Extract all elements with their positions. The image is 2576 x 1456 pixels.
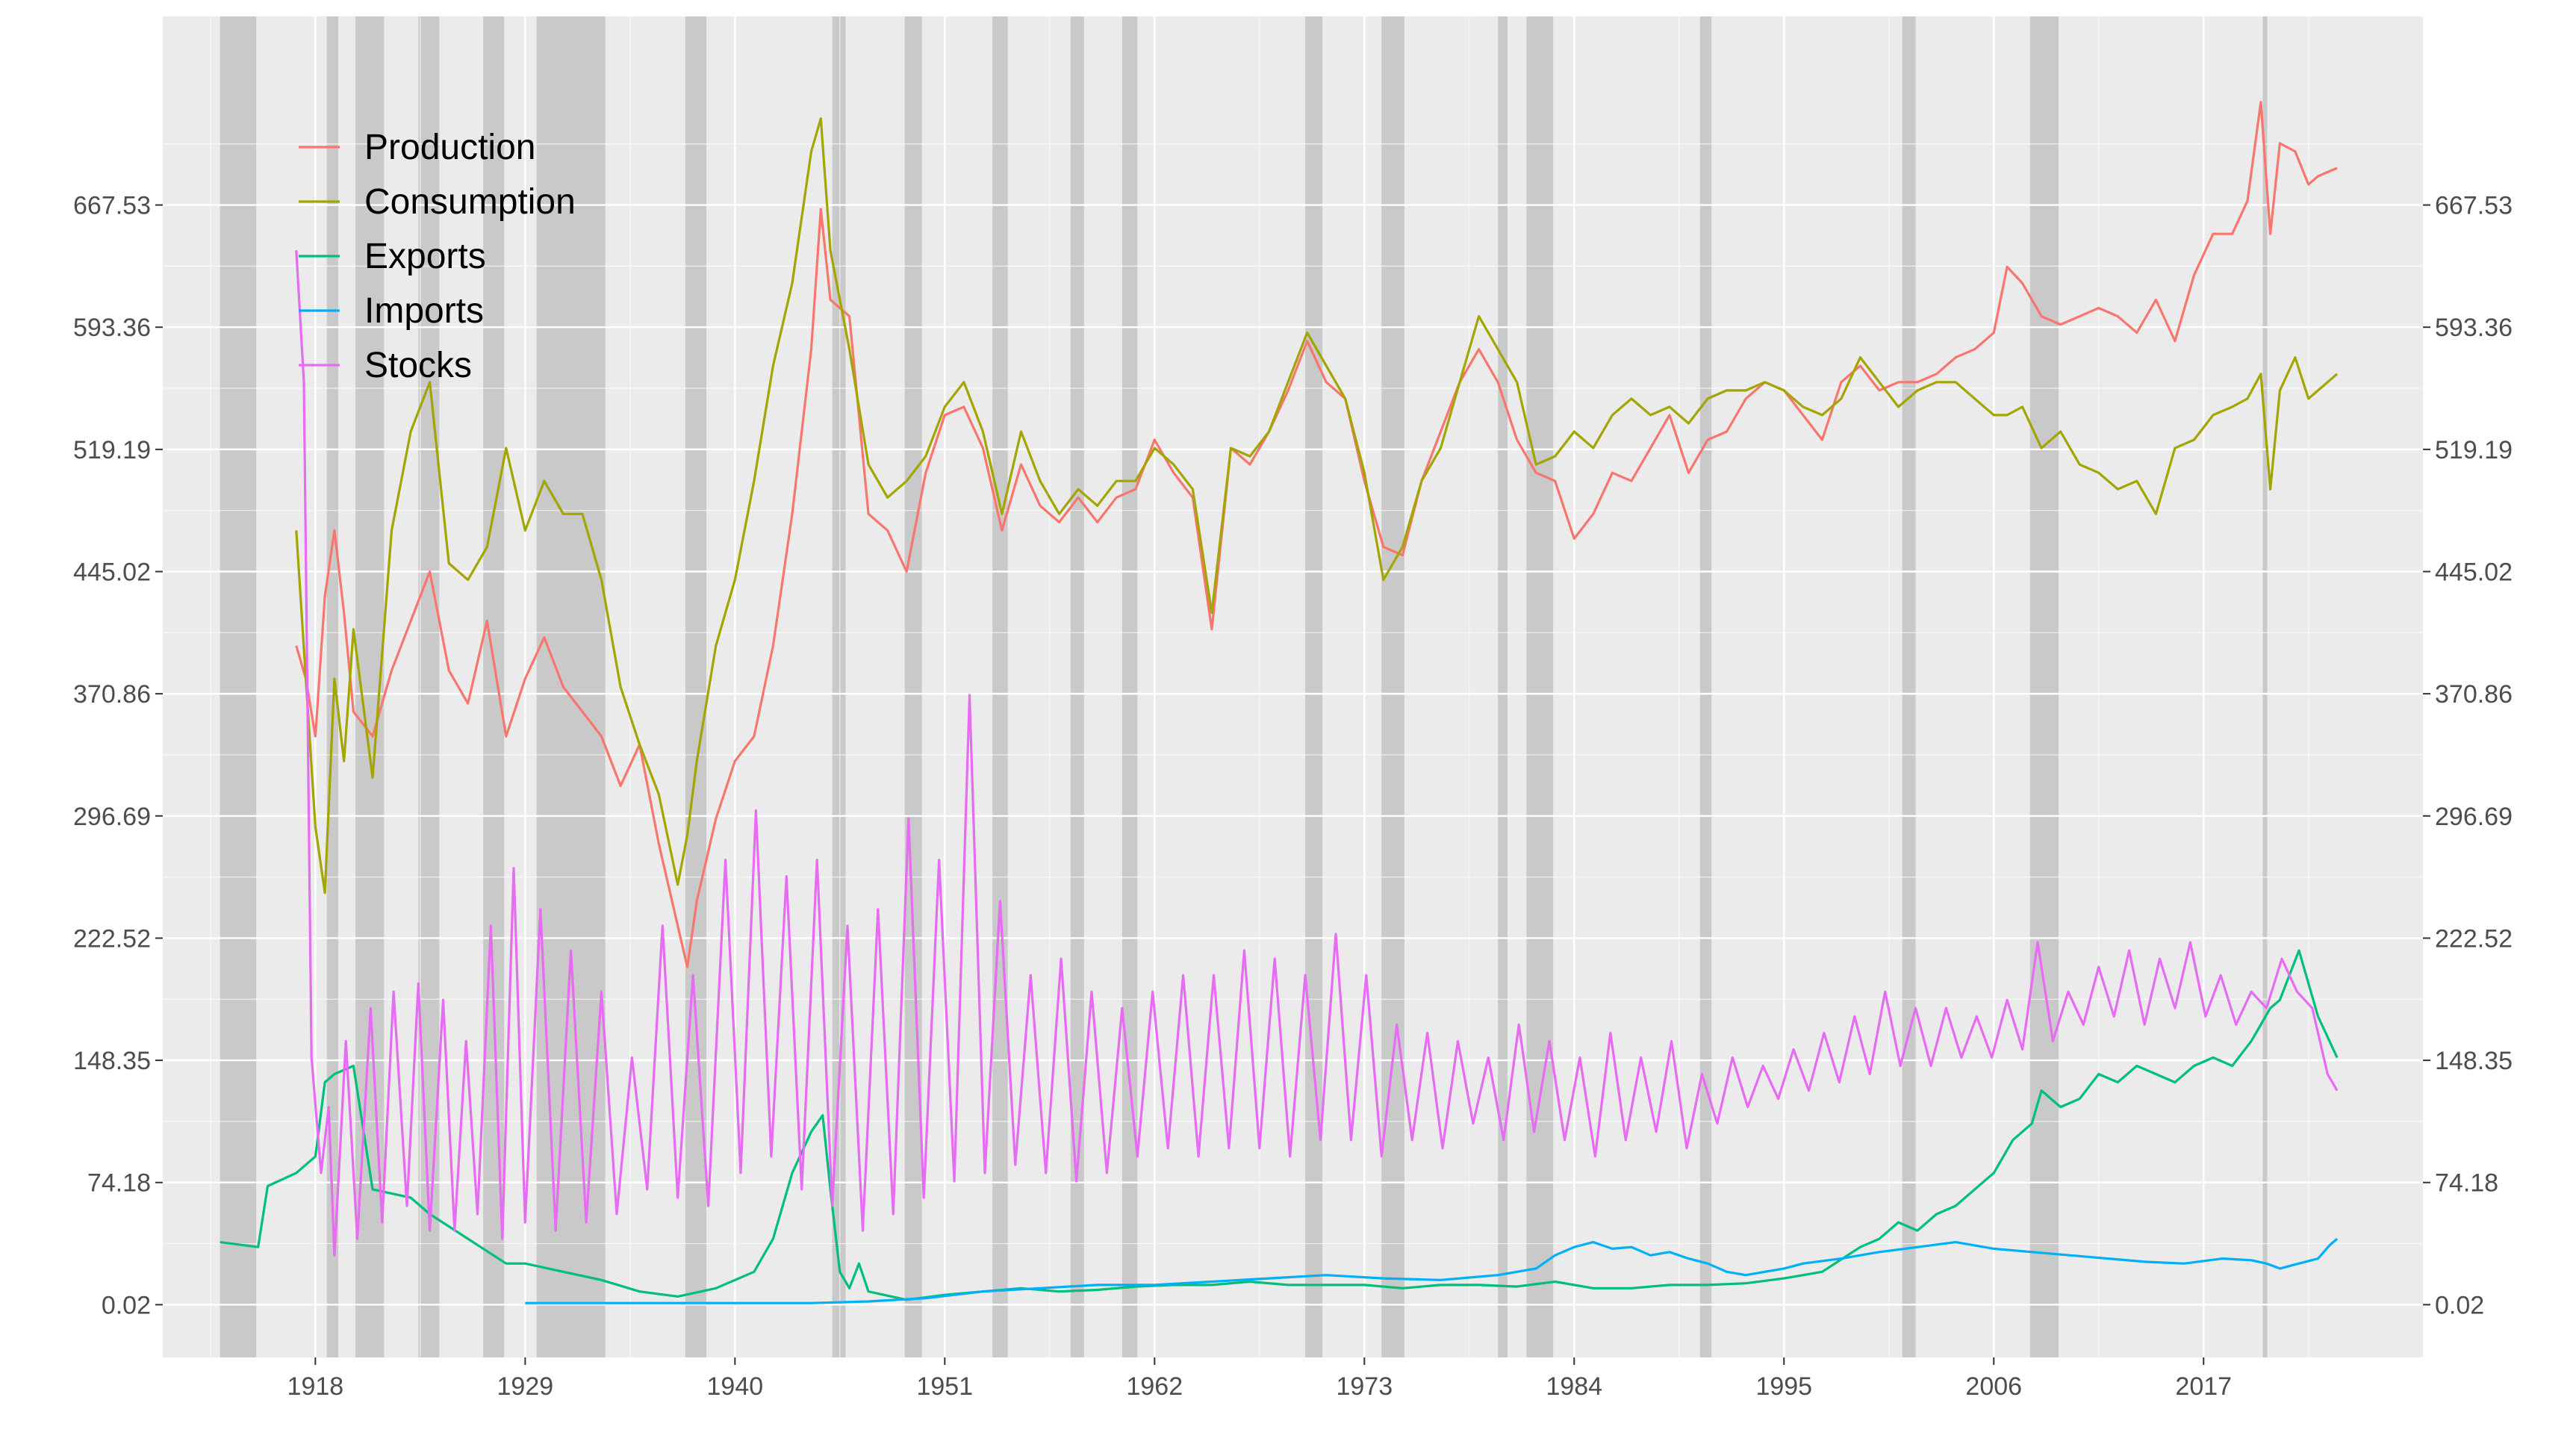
y-tick-label-right: 519.19 — [2435, 436, 2513, 464]
y-tick-label-left: 74.18 — [87, 1169, 151, 1198]
x-tick-label: 1929 — [497, 1372, 554, 1401]
legend-label-exports: Exports — [364, 237, 486, 276]
x-tick-label: 1995 — [1755, 1372, 1812, 1401]
legend-label-production: Production — [364, 128, 535, 167]
y-tick-label-right: 667.53 — [2435, 192, 2513, 220]
series-line-consumption — [295, 117, 2339, 895]
recession-band — [1526, 16, 1554, 1357]
recession-band — [483, 16, 505, 1357]
recession-band — [1070, 16, 1084, 1357]
y-tick-label-left: 370.86 — [73, 680, 151, 709]
x-tick-label: 2017 — [2175, 1372, 2232, 1401]
series-line-exports — [220, 949, 2339, 1301]
legend-label-stocks: Stocks — [364, 346, 472, 385]
recession-band — [904, 16, 922, 1357]
legend-label-imports: Imports — [364, 291, 484, 331]
legend-label-consumption: Consumption — [364, 182, 576, 222]
recession-band — [1305, 16, 1323, 1357]
recession-bands — [220, 16, 2268, 1357]
y-tick-label-right: 74.18 — [2435, 1169, 2498, 1198]
y-tick-label-left: 148.35 — [73, 1047, 151, 1075]
axes: 0.02 0.02 74.18 74.18 148.35 148.35 222.52 222.… — [73, 192, 2513, 1401]
recession-band — [326, 16, 339, 1357]
y-tick-label-right: 593.36 — [2435, 314, 2513, 342]
y-tick-label-right: 296.69 — [2435, 803, 2513, 831]
x-tick-label: 1951 — [916, 1372, 973, 1401]
legend: Production Consumption Exports Imports Stock… — [299, 128, 576, 385]
y-tick-label-right: 148.35 — [2435, 1047, 2513, 1075]
recession-band — [2029, 16, 2059, 1357]
series-lines — [220, 101, 2339, 1304]
x-tick-label: 2006 — [1965, 1372, 2022, 1401]
series-line-stocks — [295, 250, 2339, 1257]
y-tick-label-left: 0.02 — [102, 1291, 151, 1319]
recession-band — [220, 16, 257, 1357]
y-tick-label-left: 519.19 — [73, 436, 151, 464]
recession-band — [2262, 16, 2268, 1357]
recession-band — [1121, 16, 1138, 1357]
y-tick-label-right: 370.86 — [2435, 680, 2513, 709]
x-tick-label: 1940 — [707, 1372, 764, 1401]
recession-band — [536, 16, 606, 1357]
recession-band — [992, 16, 1008, 1357]
recession-band — [1498, 16, 1508, 1357]
x-tick-label: 1918 — [287, 1372, 344, 1401]
recession-band — [685, 16, 707, 1357]
y-tick-label-right: 445.02 — [2435, 559, 2513, 587]
x-tick-label: 1962 — [1126, 1372, 1183, 1401]
recession-band — [1699, 16, 1712, 1357]
series-line-imports — [525, 1237, 2339, 1304]
y-tick-label-left: 296.69 — [73, 803, 151, 831]
recession-band — [1902, 16, 1916, 1357]
grid-lines — [163, 16, 2423, 1366]
x-tick-label: 1973 — [1336, 1372, 1393, 1401]
x-tick-label: 1984 — [1546, 1372, 1602, 1401]
recession-band — [1381, 16, 1404, 1357]
y-tick-label-right: 222.52 — [2435, 924, 2513, 953]
y-tick-label-left: 593.36 — [73, 314, 151, 342]
y-tick-label-left: 667.53 — [73, 192, 151, 220]
y-tick-label-left: 222.52 — [73, 924, 151, 953]
y-tick-label-left: 445.02 — [73, 559, 151, 587]
series-line-production — [295, 101, 2338, 968]
y-tick-label-right: 0.02 — [2435, 1291, 2484, 1319]
